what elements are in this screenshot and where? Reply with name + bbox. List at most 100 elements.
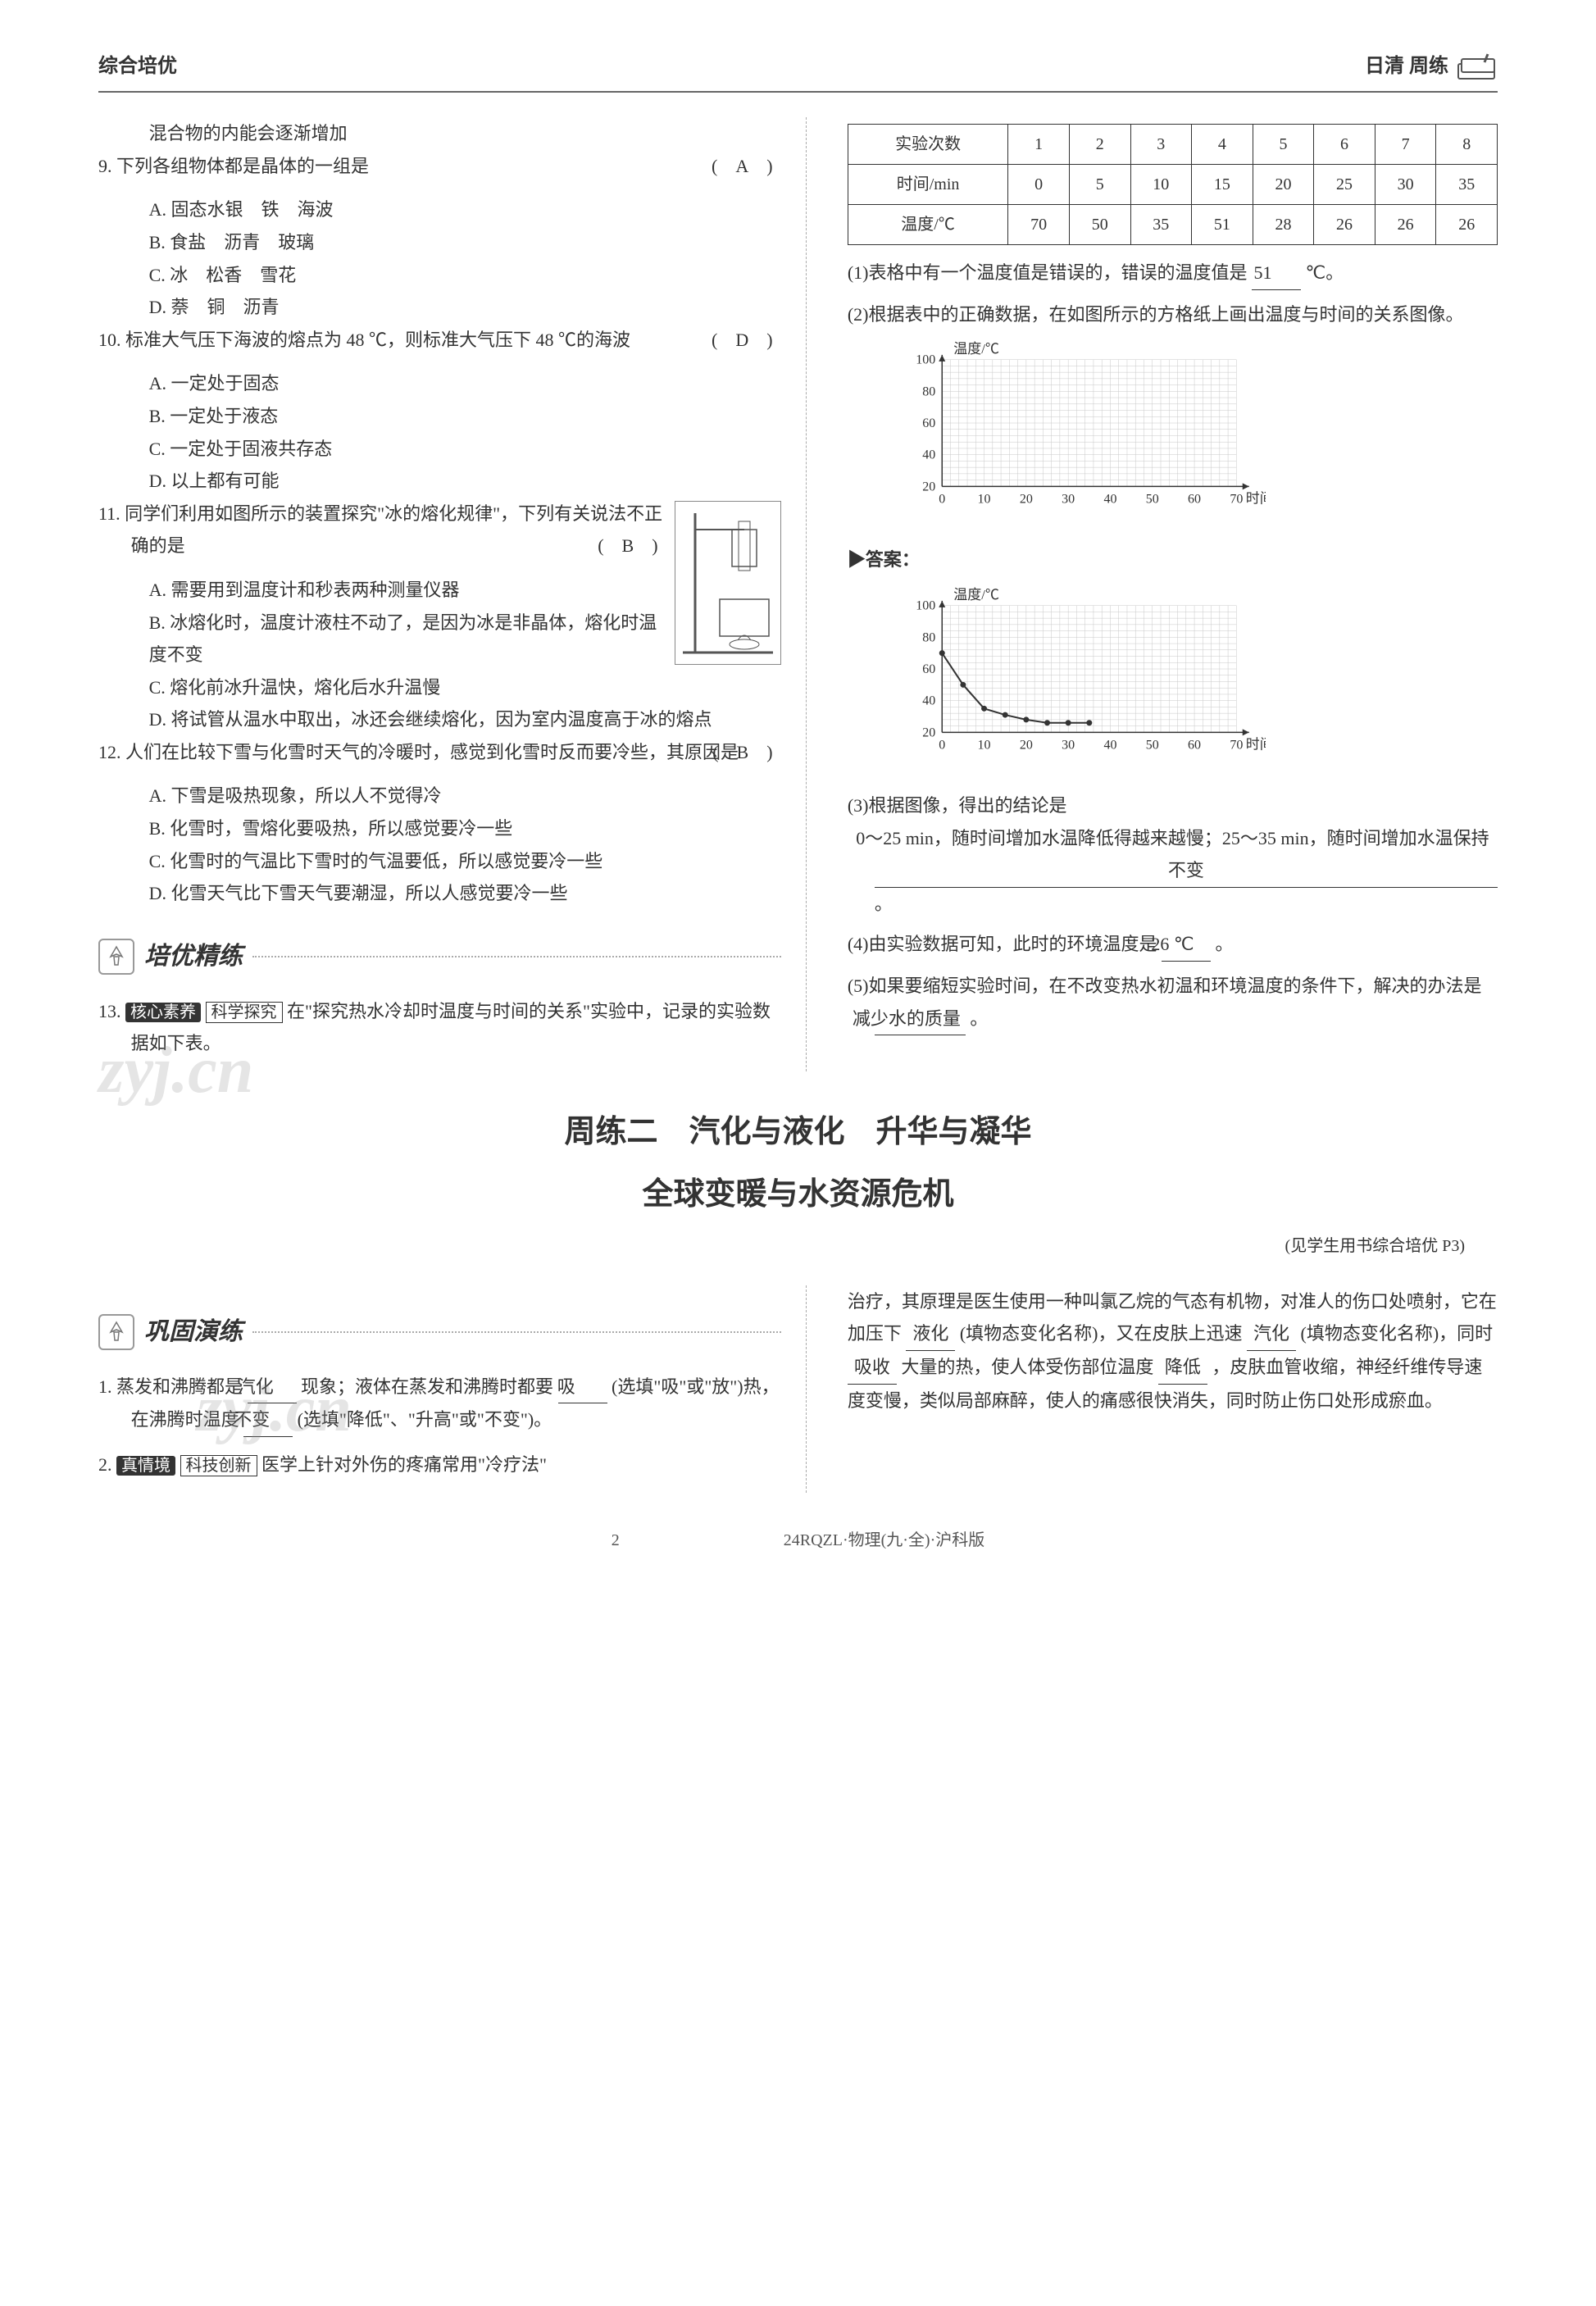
section-gonggu: 巩固演练 xyxy=(98,1310,781,1354)
header-left: 综合培优 xyxy=(98,49,177,84)
lower-right-column: 治疗，其原理是医生使用一种叫氯乙烷的气态有机物，对准人的伤口处喷射，它在加压下 … xyxy=(839,1285,1498,1493)
sub-q1: (1)表格中有一个温度值是错误的，错误的温度值是 51 ℃。 xyxy=(848,257,1498,290)
svg-text:10: 10 xyxy=(977,493,990,507)
svg-text:40: 40 xyxy=(1103,738,1116,752)
q12: 12. 人们在比较下雪与化雪时天气的冷暖时，感觉到化雪时反而要冷些，其原因是 (… xyxy=(98,736,781,769)
q9-answer: ( A ) xyxy=(744,150,781,183)
right-column: 实验次数 12 34 56 78 时间/min0 510 1520 2530 3… xyxy=(839,117,1498,1071)
watermark-1: zyj.cn xyxy=(131,1012,253,1130)
q2b-body: 治疗，其原理是医生使用一种叫氯乙烷的气态有机物，对准人的伤口处喷射，它在加压下 … xyxy=(848,1285,1498,1417)
table-header: 实验次数 xyxy=(848,125,1008,165)
svg-text:10: 10 xyxy=(977,738,990,752)
page-footer: 2 24RQZL·物理(九·全)·沪科版 xyxy=(98,1526,1498,1555)
dotted-line xyxy=(252,1331,781,1333)
q9-stem: 9. 下列各组物体都是晶体的一组是 xyxy=(98,156,369,176)
svg-text:时间/min: 时间/min xyxy=(1246,491,1266,507)
svg-text:60: 60 xyxy=(922,416,935,430)
q11-stem: 11. 同学们利用如图所示的装置探究"冰的熔化规律"，下列有关说法不正确的是 xyxy=(98,503,662,557)
rocket-icon xyxy=(98,939,134,975)
dotted-line xyxy=(252,956,781,957)
footer-code: 24RQZL·物理(九·全)·沪科版 xyxy=(784,1526,985,1555)
svg-text:温度/℃: 温度/℃ xyxy=(953,341,999,357)
svg-text:40: 40 xyxy=(1103,493,1116,507)
table-row: 温度/℃70 5035 5128 2626 26 xyxy=(848,205,1497,245)
q1b-a2: 吸 xyxy=(558,1371,607,1404)
q10-opt-b: B. 一定处于液态 xyxy=(98,400,781,433)
q2b-tag1: 真情境 xyxy=(116,1456,175,1476)
svg-text:80: 80 xyxy=(922,630,935,644)
sub3-answer: 0～25 min，随时间增加水温降低得越来越慢；25～35 min，随时间增加水… xyxy=(875,822,1498,888)
section-peiyou: 培优精练 xyxy=(98,935,781,979)
sub-q3: (3)根据图像，得出的结论是 0～25 min，随时间增加水温降低得越来越慢；2… xyxy=(848,789,1498,920)
lower-columns: 巩固演练 1. 蒸发和沸腾都是 汽化 现象；液体在蒸发和沸腾时都要 吸 (选填"… xyxy=(98,1285,1498,1493)
q10-stem: 10. 标准大气压下海波的熔点为 48 ℃，则标准大气压下 48 ℃的海波 xyxy=(98,330,630,350)
experiment-figure xyxy=(675,501,781,665)
svg-text:70: 70 xyxy=(1230,738,1243,752)
svg-text:0: 0 xyxy=(939,738,945,752)
q11-opt-c: C. 熔化前冰升温快，熔化后水升温慢 xyxy=(98,671,781,704)
rocket-icon xyxy=(98,1314,134,1350)
q12-stem: 12. 人们在比较下雪与化雪时天气的冷暖时，感觉到化雪时反而要冷些，其原因是 xyxy=(98,742,739,762)
q10: 10. 标准大气压下海波的熔点为 48 ℃，则标准大气压下 48 ℃的海波 ( … xyxy=(98,324,781,357)
q9-opt-b: B. 食盐 沥青 玻璃 xyxy=(98,226,781,259)
weekly-title-main: 周练二 汽化与液化 升华与凝华 xyxy=(98,1104,1498,1160)
svg-text:20: 20 xyxy=(1020,493,1033,507)
svg-text:20: 20 xyxy=(1020,738,1033,752)
q2b-a2: 汽化 xyxy=(1247,1317,1296,1351)
lower-left-column: 巩固演练 1. 蒸发和沸腾都是 汽化 现象；液体在蒸发和沸腾时都要 吸 (选填"… xyxy=(98,1285,807,1493)
q2b-a3: 吸收 xyxy=(848,1351,897,1385)
q9: 9. 下列各组物体都是晶体的一组是 ( A ) xyxy=(98,150,781,183)
answer-graph: 01020304050607020406080100温度/℃时间/min xyxy=(889,584,1266,781)
svg-text:40: 40 xyxy=(922,694,935,708)
graph-answer-svg: 01020304050607020406080100温度/℃时间/min xyxy=(889,584,1266,765)
section-b-title: 巩固演练 xyxy=(144,1310,243,1354)
q12-answer: ( B ) xyxy=(745,736,781,769)
page-number: 2 xyxy=(612,1526,620,1555)
q11-opt-d: D. 将试管从温水中取出，冰还会继续熔化，因为室内温度高于冰的熔点 xyxy=(98,703,781,736)
sub-q5: (5)如果要缩短实验时间，在不改变热水初温和环境温度的条件下，解决的办法是 减少… xyxy=(848,970,1498,1035)
svg-text:时间/min: 时间/min xyxy=(1246,736,1266,752)
table-row: 实验次数 12 34 56 78 xyxy=(848,125,1497,165)
watermark-2: zyj.cn xyxy=(197,1350,352,1468)
q9-opt-a: A. 固态水银 铁 海波 xyxy=(98,193,781,226)
q10-opt-d: D. 以上都有可能 xyxy=(98,465,781,498)
svg-text:温度/℃: 温度/℃ xyxy=(953,587,999,603)
q9-opt-c: C. 冰 松香 雪花 xyxy=(98,259,781,292)
svg-text:60: 60 xyxy=(1188,493,1201,507)
q12-opt-b: B. 化雪时，雪熔化要吸热，所以感觉要冷一些 xyxy=(98,812,781,845)
svg-text:30: 30 xyxy=(1062,493,1075,507)
q2b-a4: 降低 xyxy=(1158,1351,1207,1385)
q10-opt-a: A. 一定处于固态 xyxy=(98,367,781,400)
sub-q4: (4)由实验数据可知，此时的环境温度是 26 ℃ 。 xyxy=(848,928,1498,962)
q2b-a1: 液化 xyxy=(906,1317,955,1351)
answer-marker: ▶答案： xyxy=(848,544,1498,576)
page-header: 综合培优 日清 周练 xyxy=(98,49,1498,93)
svg-text:20: 20 xyxy=(922,480,935,494)
q10-answer: ( D ) xyxy=(744,324,781,357)
q9-opt-d: D. 萘 铜 沥青 xyxy=(98,291,781,324)
svg-text:0: 0 xyxy=(939,493,945,507)
q10-opt-c: C. 一定处于固液共存态 xyxy=(98,433,781,466)
section-a-title: 培优精练 xyxy=(144,935,243,979)
svg-text:60: 60 xyxy=(1188,738,1201,752)
sub5-answer: 减少水的质量 xyxy=(875,1003,966,1036)
q12-opt-a: A. 下雪是吸热现象，所以人不觉得冷 xyxy=(98,780,781,812)
q11-answer: ( B ) xyxy=(630,530,666,562)
svg-text:80: 80 xyxy=(922,385,935,399)
svg-text:50: 50 xyxy=(1146,738,1159,752)
sub4-answer: 26 ℃ xyxy=(1162,928,1211,962)
svg-text:20: 20 xyxy=(922,725,935,739)
book-icon xyxy=(1457,52,1498,82)
header-right-text: 日清 周练 xyxy=(1365,49,1448,84)
table-row: 时间/min0 510 1520 2530 35 xyxy=(848,165,1497,205)
upper-columns: 混合物的内能会逐渐增加 9. 下列各组物体都是晶体的一组是 ( A ) A. 固… xyxy=(98,117,1498,1071)
svg-text:30: 30 xyxy=(1062,738,1075,752)
q13: 13. 核心素养 科学探究 在"探究热水冷却时温度与时间的关系"实验中，记录的实… xyxy=(98,995,781,1060)
blank-graph: 01020304050607020406080100温度/℃时间/min xyxy=(889,339,1266,535)
svg-text:60: 60 xyxy=(922,662,935,676)
svg-text:100: 100 xyxy=(916,353,935,367)
header-right: 日清 周练 xyxy=(1365,49,1498,84)
sub-q2: (2)根据表中的正确数据，在如图所示的方格纸上画出温度与时间的关系图像。 xyxy=(848,298,1498,331)
sub1-answer: 51 xyxy=(1252,257,1301,290)
svg-text:50: 50 xyxy=(1146,493,1159,507)
